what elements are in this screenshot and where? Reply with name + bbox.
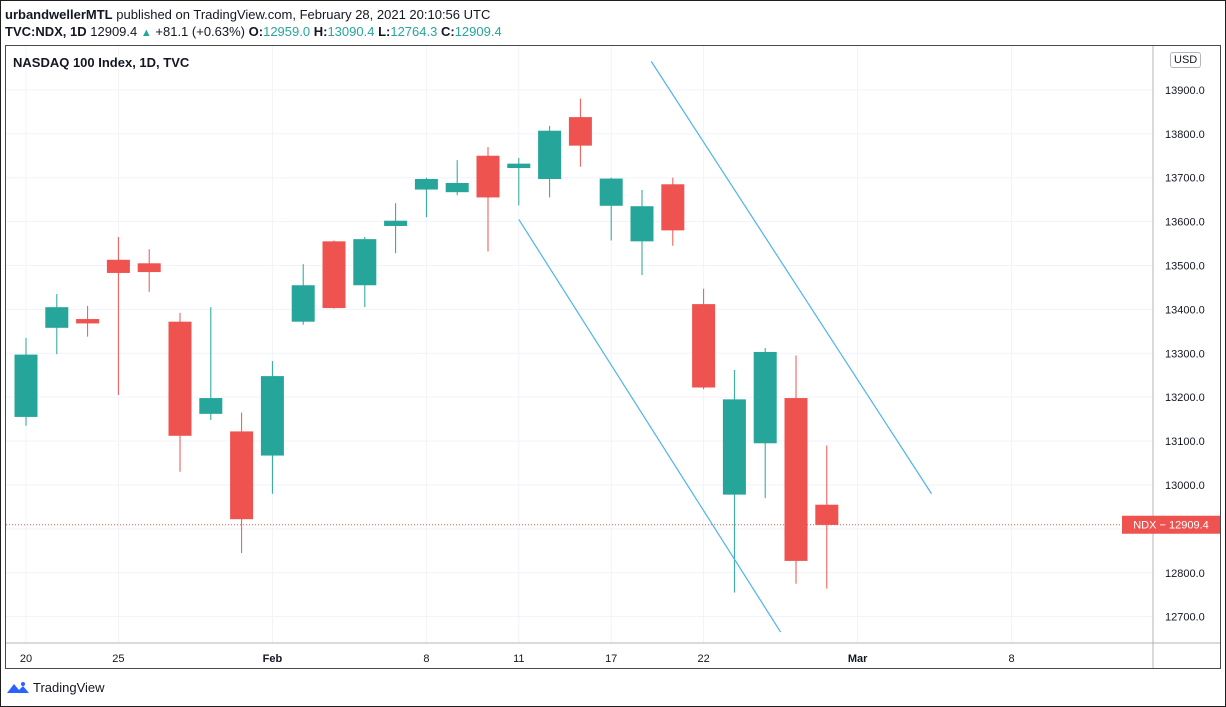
last-price: 12909.4 [90, 24, 138, 39]
candle-down [784, 398, 808, 561]
close-label: C: [440, 24, 455, 39]
trend-channel-line [518, 219, 782, 633]
candle-up [199, 398, 223, 414]
candle-down [230, 431, 254, 520]
price-change: +81.1 (+0.63%) [155, 24, 246, 39]
candle-up [599, 178, 623, 206]
candle-down [137, 263, 161, 273]
candle-down [106, 259, 130, 273]
up-triangle-icon: ▲ [140, 27, 152, 39]
y-tick-label: 13500.0 [1165, 260, 1205, 272]
ohlc-row: TVC:NDX, 1D 12909.4 ▲ +81.1 (+0.63%) O:1… [5, 23, 502, 42]
candle-up [445, 182, 469, 193]
x-tick-label: 20 [20, 653, 32, 665]
candle-down [661, 184, 685, 231]
publisher-row: urbandwellerMTL published on TradingView… [5, 6, 502, 23]
candle-up [384, 220, 408, 226]
x-tick-label: 8 [1009, 653, 1015, 665]
publisher-text: published on TradingView.com, February 2… [116, 7, 491, 22]
publisher-username[interactable]: urbandwellerMTL [5, 7, 113, 22]
candle-up [291, 285, 315, 322]
high-label: H: [313, 24, 328, 39]
y-tick-label: 12800.0 [1165, 568, 1205, 580]
y-tick-label: 13100.0 [1165, 436, 1205, 448]
open-label: O: [248, 24, 264, 39]
candle-down [476, 155, 500, 198]
candle-up [507, 163, 531, 169]
candle-up [14, 354, 38, 417]
x-tick-label: 8 [423, 653, 429, 665]
y-tick-label: 13800.0 [1165, 129, 1205, 141]
symbol-label: TVC:NDX, 1D [5, 24, 87, 39]
y-tick-label: 13700.0 [1165, 173, 1205, 185]
candle-up [722, 399, 746, 495]
y-tick-label: 12700.0 [1165, 612, 1205, 624]
candle-up [414, 179, 438, 190]
y-tick-label: 13600.0 [1165, 217, 1205, 229]
price-tag-label: NDX − 12909.4 [1133, 520, 1209, 532]
low-label: L: [378, 24, 391, 39]
candle-down [76, 319, 100, 324]
candle-up [353, 239, 377, 286]
open-value: 12959.0 [263, 24, 311, 39]
y-tick-label: 13200.0 [1165, 392, 1205, 404]
candle-down [168, 321, 192, 436]
candle-up [260, 376, 284, 456]
x-tick-label: Feb [263, 653, 283, 665]
y-tick-label: 13000.0 [1165, 480, 1205, 492]
x-tick-label: 25 [112, 653, 124, 665]
candle-down [815, 504, 839, 525]
publish-header: urbandwellerMTL published on TradingView… [5, 6, 502, 42]
candle-up [753, 351, 777, 444]
x-tick-label: 17 [605, 653, 617, 665]
candle-up [630, 206, 654, 242]
candle-down [322, 241, 346, 309]
candle-up [538, 130, 562, 180]
close-value: 12909.4 [454, 24, 502, 39]
candle-up [45, 307, 69, 328]
y-tick-label: 13400.0 [1165, 304, 1205, 316]
price-tag-box [1122, 515, 1220, 534]
candle-down [692, 304, 716, 388]
tradingview-footer[interactable]: TradingView [6, 680, 105, 695]
x-tick-label: 22 [697, 653, 709, 665]
y-tick-label: 13900.0 [1165, 85, 1205, 97]
trend-channel-line [650, 61, 933, 495]
currency-badge[interactable]: USD [1170, 52, 1202, 68]
candle-down [568, 117, 592, 146]
high-value: 13090.4 [327, 24, 375, 39]
chart-title: NASDAQ 100 Index, 1D, TVC [13, 55, 190, 70]
x-tick-label: 11 [513, 653, 524, 665]
low-value: 12764.3 [390, 24, 438, 39]
tradingview-brand: TradingView [33, 680, 105, 695]
x-tick-label: Mar [848, 653, 868, 665]
chart-frame [5, 45, 1221, 669]
y-tick-label: 13300.0 [1165, 348, 1205, 360]
tradingview-logo-icon [7, 681, 29, 693]
